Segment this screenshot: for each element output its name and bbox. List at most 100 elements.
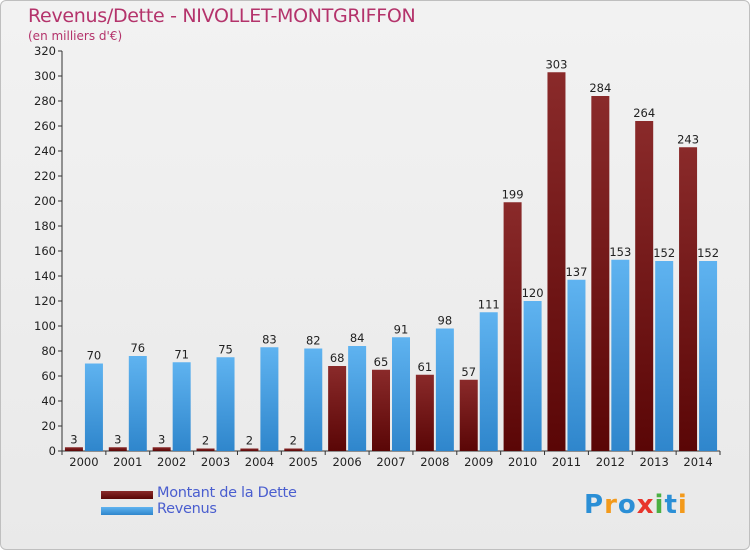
bar-revenus: [216, 357, 235, 451]
y-tick-label: 240: [34, 144, 56, 158]
legend-label-dette: Montant de la Dette: [157, 485, 297, 501]
legend-swatch-revenus: [101, 507, 153, 515]
y-tick-label: 140: [34, 269, 56, 283]
x-tick-label: 2006: [332, 455, 361, 469]
bar-dette: [459, 379, 478, 451]
y-tick-label: 320: [34, 44, 56, 58]
bar-revenus: [260, 347, 279, 451]
bar-dette: [108, 447, 127, 451]
bar-dette: [503, 202, 522, 451]
y-tick-label: 220: [34, 169, 56, 183]
value-label-dette: 2: [246, 434, 253, 448]
bar-dette: [328, 366, 347, 451]
bar-dette: [591, 96, 610, 451]
x-tick-label: 2003: [201, 455, 230, 469]
y-tick-label: 120: [34, 294, 56, 308]
bars: [64, 72, 718, 451]
value-label-dette: 199: [502, 187, 524, 201]
x-tick-label: 2014: [683, 455, 712, 469]
value-label-dette: 2: [202, 434, 209, 448]
value-label-revenus: 91: [394, 322, 409, 336]
value-label-revenus: 120: [522, 286, 544, 300]
y-tick-label: 60: [41, 369, 56, 383]
bar-revenus: [567, 279, 586, 451]
value-label-revenus: 84: [350, 331, 365, 345]
bar-dette: [284, 448, 303, 451]
x-tick-label: 2013: [640, 455, 669, 469]
value-label-dette: 284: [589, 81, 611, 95]
value-label-revenus: 98: [438, 314, 453, 328]
value-label-dette: 65: [374, 355, 389, 369]
legend-swatch-dette: [101, 491, 153, 499]
y-tick-label: 80: [41, 344, 56, 358]
bar-revenus: [699, 261, 718, 451]
axes: 0 20 40 60 80 100 120 140 160 180 200 220 240 260 280 3…: [34, 44, 721, 469]
bar-revenus: [348, 346, 367, 451]
y-tick-label: 200: [34, 194, 56, 208]
value-label-dette: 3: [158, 432, 165, 446]
value-label-revenus: 152: [653, 246, 675, 260]
value-label-revenus: 111: [478, 297, 500, 311]
chart-subtitle: (en milliers d'€): [28, 29, 123, 43]
legend-label-revenus: Revenus: [157, 501, 217, 517]
value-label-revenus: 83: [262, 332, 277, 346]
bar-revenus: [172, 362, 191, 451]
y-tick-label: 300: [34, 69, 56, 83]
value-label-dette: 68: [330, 351, 345, 365]
value-labels: 3 70 3 76 3 71 2 75 2 83 2 82 68 84 65 91 61 98 57 111 199 12…: [70, 57, 719, 447]
value-label-dette: 2: [290, 434, 297, 448]
x-tick-label: 2010: [508, 455, 537, 469]
x-tick-label: 2004: [245, 455, 274, 469]
x-tick-label: 2012: [596, 455, 625, 469]
bar-dette: [240, 448, 259, 451]
value-label-revenus: 71: [174, 347, 189, 361]
bar-dette: [196, 448, 215, 451]
y-tick-label: 260: [34, 119, 56, 133]
value-label-dette: 264: [633, 106, 655, 120]
value-label-dette: 61: [418, 360, 433, 374]
bar-dette: [415, 374, 434, 451]
x-tick-label: 2008: [420, 455, 449, 469]
bar-revenus: [128, 356, 147, 451]
value-label-revenus: 76: [130, 341, 145, 355]
bar-revenus: [479, 312, 498, 451]
proxiti-logo: Proxiti: [584, 490, 688, 520]
bar-revenus: [392, 337, 410, 451]
value-label-dette: 57: [461, 365, 476, 379]
value-label-revenus: 70: [87, 349, 102, 363]
value-label-dette: 3: [70, 432, 77, 446]
x-tick-label: 2002: [157, 455, 186, 469]
bar-dette: [679, 147, 698, 451]
value-label-revenus: 137: [565, 265, 587, 279]
x-tick-label: 2000: [69, 455, 98, 469]
value-label-revenus: 152: [697, 246, 719, 260]
bar-revenus: [611, 259, 630, 451]
bar-revenus: [435, 328, 454, 451]
y-tick-label: 180: [34, 219, 56, 233]
bar-revenus: [84, 363, 103, 451]
value-label-revenus: 75: [218, 342, 233, 356]
value-label-revenus: 82: [306, 334, 321, 348]
y-tick-label: 40: [41, 394, 56, 408]
bar-dette: [152, 447, 171, 451]
chart-title: Revenus/Dette - NIVOLLET-MONTGRIFFON: [28, 5, 416, 27]
x-tick-label: 2001: [113, 455, 142, 469]
x-tick-label: 2011: [552, 455, 581, 469]
value-label-dette: 303: [545, 57, 567, 71]
bar-dette: [372, 369, 390, 451]
y-tick-label: 0: [49, 444, 56, 458]
x-tick-label: 2005: [289, 455, 318, 469]
bar-revenus: [655, 261, 674, 451]
value-label-dette: 243: [677, 132, 699, 146]
y-tick-label: 280: [34, 94, 56, 108]
bar-revenus: [523, 301, 542, 451]
bar-revenus: [304, 348, 323, 451]
y-tick-label: 100: [34, 319, 56, 333]
bar-dette: [635, 121, 654, 451]
y-tick-label: 160: [34, 244, 56, 258]
y-tick-label: 20: [41, 419, 56, 433]
value-label-dette: 3: [114, 432, 121, 446]
x-tick-label: 2007: [376, 455, 405, 469]
